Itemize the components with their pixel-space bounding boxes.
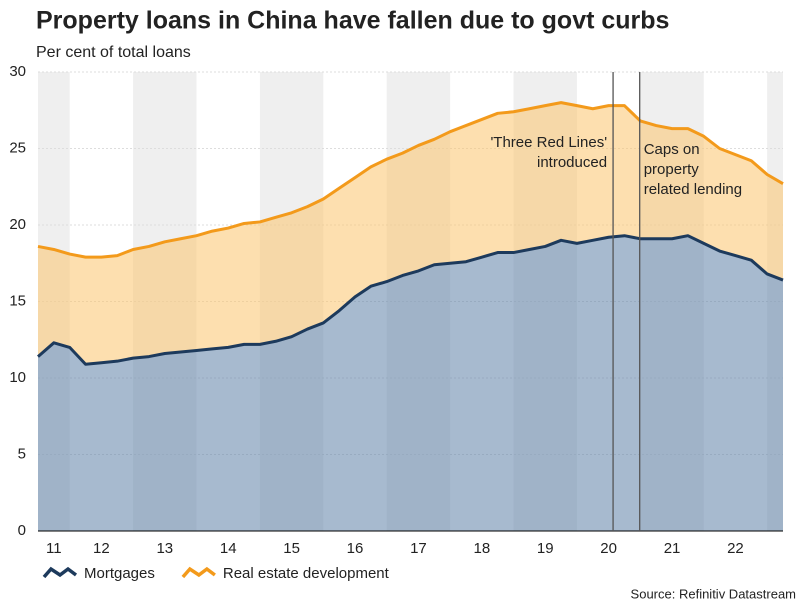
- y-tick-label: 30: [9, 63, 26, 80]
- x-tick-label: 19: [537, 540, 554, 557]
- x-tick-label: 11: [46, 540, 62, 557]
- y-tick-label: 20: [9, 216, 26, 233]
- legend-icon: [181, 566, 216, 579]
- source: Source: Refinitiv Datastream: [631, 586, 796, 601]
- annotation-text: Caps on: [644, 141, 700, 158]
- x-tick-label: 13: [156, 540, 173, 557]
- y-tick-label: 15: [9, 292, 26, 309]
- legend-icon: [42, 566, 78, 579]
- x-tick-label: 17: [410, 540, 427, 557]
- y-tick-label: 10: [9, 369, 26, 386]
- legend-label: Real estate development: [223, 565, 390, 582]
- x-tick-label: 16: [347, 540, 364, 557]
- x-tick-label: 20: [600, 540, 617, 557]
- annotation-text: 'Three Red Lines': [490, 134, 607, 151]
- x-tick-label: 22: [727, 540, 744, 557]
- chart-subtitle: Per cent of total loans: [36, 44, 191, 61]
- x-tick-label: 21: [664, 540, 681, 557]
- legend-label: Mortgages: [84, 565, 155, 582]
- y-tick-label: 5: [18, 445, 26, 462]
- line: [37, 234, 784, 366]
- x-tick-label: 12: [93, 540, 110, 557]
- y-tick-label: 25: [9, 139, 26, 156]
- annotation-text: related lending: [644, 181, 742, 198]
- annotation-text: property: [644, 161, 700, 178]
- x-tick-label: 14: [220, 540, 237, 557]
- annotation-text: introduced: [537, 154, 607, 171]
- area: [38, 235, 783, 531]
- area: [38, 102, 783, 365]
- x-tick-label: 18: [473, 540, 490, 557]
- chart-title: Property loans in China have fallen due …: [36, 7, 669, 35]
- y-tick-label: 0: [18, 522, 26, 539]
- x-tick-label: 15: [283, 540, 300, 557]
- line: [37, 101, 784, 259]
